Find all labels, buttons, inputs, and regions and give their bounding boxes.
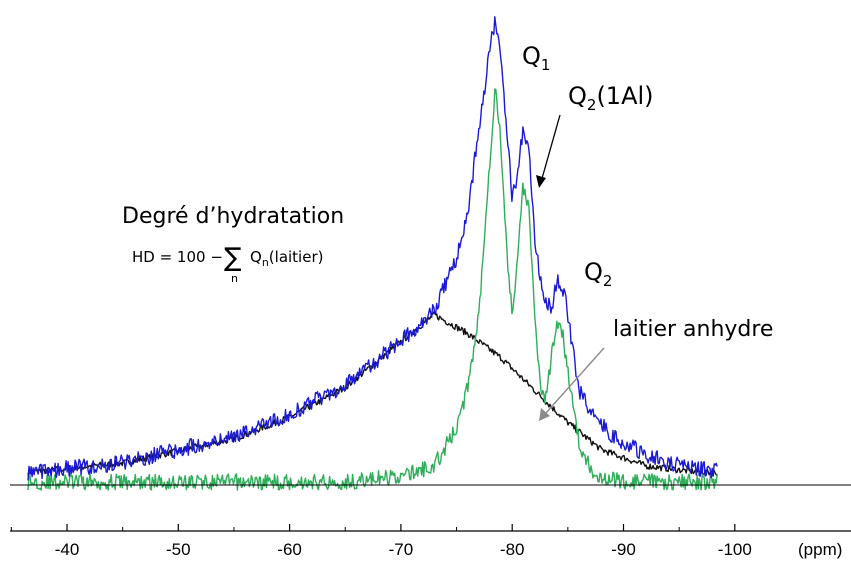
series-total bbox=[27, 16, 718, 481]
hydration-title: Degré d’hydratation bbox=[122, 204, 344, 229]
x-tick-label: -40 bbox=[55, 540, 80, 559]
x-axis-label: (ppm) bbox=[798, 540, 842, 559]
anhydrous-arrowhead bbox=[539, 408, 550, 421]
formula-sum: ∑ bbox=[224, 243, 242, 273]
q2-1al-arrow bbox=[540, 114, 561, 183]
formula-q: Qn(laitier) bbox=[250, 248, 323, 269]
series-hydrates bbox=[27, 88, 718, 491]
x-tick-label: -70 bbox=[389, 540, 414, 559]
hydration-formula: HD = 100 − ∑ n Qn(laitier) bbox=[132, 243, 323, 285]
x-tick-label: -90 bbox=[611, 540, 636, 559]
q2-1al-label: Q2(1Al) bbox=[568, 82, 654, 114]
formula-index: n bbox=[231, 272, 238, 285]
q2-1al-arrowhead bbox=[536, 175, 546, 188]
formula-lhs: HD = 100 − bbox=[132, 248, 223, 266]
x-tick-label: -50 bbox=[166, 540, 191, 559]
x-tick-label: -60 bbox=[277, 540, 302, 559]
x-tick-label: -80 bbox=[500, 540, 525, 559]
x-tick-label: -100 bbox=[718, 540, 752, 559]
q1-label: Q1 bbox=[522, 42, 550, 74]
x-axis-ticks: -40 -50 -60 -70 -80 -90 -100 bbox=[10, 524, 752, 559]
anhydrous-arrow bbox=[544, 347, 605, 415]
anhydrous-label: laitier anhydre bbox=[613, 317, 773, 342]
q2-label: Q2 bbox=[584, 258, 612, 290]
